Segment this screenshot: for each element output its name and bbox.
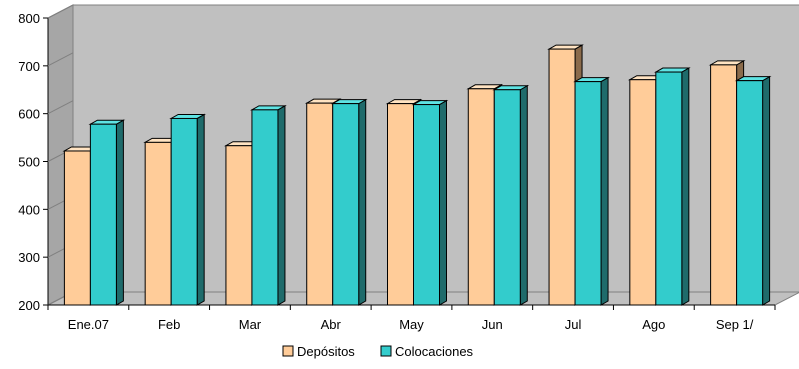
x-tick-label: May [399, 317, 424, 332]
bar-top [169, 113, 207, 119]
bar-side [277, 104, 286, 306]
legend: Depósitos Colocaciones [282, 344, 474, 359]
bar-front [89, 123, 117, 306]
bar-top [492, 85, 530, 91]
bar-front [144, 141, 172, 306]
y-gridline-diag [47, 4, 74, 19]
legend-swatch [282, 345, 294, 357]
bar-top [88, 119, 126, 125]
bar-top [708, 60, 746, 66]
bar-side [519, 84, 528, 306]
y-tick-label: 700 [18, 59, 40, 74]
bar-front [736, 80, 764, 306]
y-gridline-diag [47, 52, 74, 67]
bar-top [734, 76, 772, 82]
x-tick-label: Ene.07 [68, 317, 109, 332]
x-tick-label: Mar [239, 317, 262, 332]
bar [385, 98, 423, 306]
bars [62, 44, 772, 306]
bar-front [548, 48, 576, 306]
bar-front [710, 64, 738, 306]
bar-front [170, 117, 198, 306]
bar-top [250, 105, 287, 111]
bar-front [655, 71, 683, 306]
bar-front [493, 89, 521, 306]
x-tick-label: Sep 1/ [716, 317, 754, 332]
bar-front [332, 103, 360, 306]
bar-front [225, 145, 253, 306]
bar-top [411, 100, 449, 106]
bar-front [306, 102, 334, 306]
bar-front [467, 88, 495, 306]
bar [169, 113, 207, 306]
x-tick-label: Feb [158, 317, 180, 332]
bar [250, 104, 287, 306]
y-tick-label: 400 [18, 202, 40, 217]
x-tick-label: Ago [642, 317, 665, 332]
x-tick-label: Abr [321, 317, 342, 332]
bar-top [330, 99, 368, 105]
y-gridline-diag [47, 100, 74, 115]
bar-side [358, 98, 367, 306]
legend-label: Depósitos [297, 344, 355, 359]
bar-front [629, 79, 657, 306]
bar-side [115, 119, 124, 306]
bar-side [762, 75, 771, 306]
bar-top [573, 77, 610, 83]
bar-top [547, 44, 584, 50]
bar [330, 98, 368, 306]
bar [88, 119, 126, 306]
y-tick-label: 800 [18, 11, 40, 26]
legend-swatch [380, 345, 392, 357]
x-axis: Ene.07 Feb Mar Abr May Jun Jul Ago Sep 1/ [47, 304, 776, 332]
y-tick-label: 300 [18, 250, 40, 265]
bar-front [413, 104, 440, 306]
bar [734, 75, 772, 306]
legend-label: Colocaciones [395, 344, 474, 359]
bar-side [196, 113, 205, 306]
bar [411, 99, 449, 306]
bar-front [574, 81, 602, 306]
x-tick-label: Jul [565, 317, 582, 332]
bar [492, 84, 530, 306]
bar-side [600, 76, 609, 306]
y-tick-label: 600 [18, 107, 40, 122]
y-tick-label: 500 [18, 155, 40, 170]
bar-front [63, 150, 91, 306]
x-tick-label: Jun [482, 317, 503, 332]
y-tick-label: 200 [18, 298, 40, 313]
bar [653, 67, 691, 306]
bar-front [387, 103, 414, 306]
bar-side [681, 67, 690, 306]
bar-side [439, 99, 447, 306]
bar [573, 76, 610, 306]
bar-front [251, 109, 279, 306]
bar-top [653, 67, 691, 73]
